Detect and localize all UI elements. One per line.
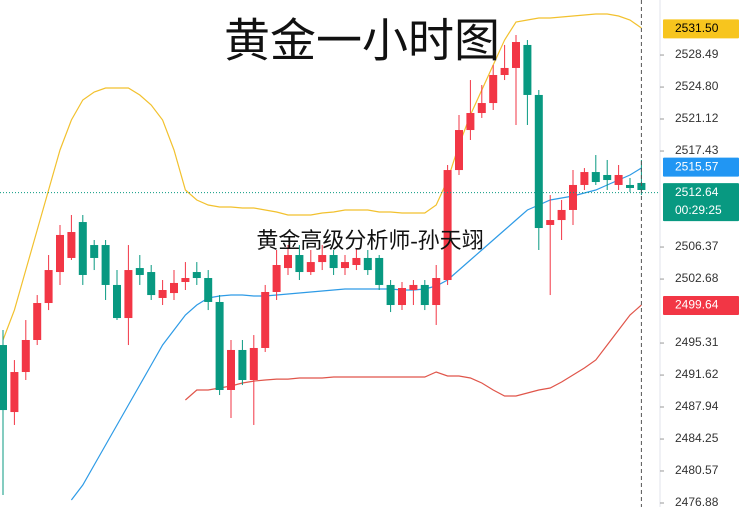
- candle-body: [204, 278, 213, 302]
- candle-body: [455, 130, 463, 171]
- candle-body: [227, 349, 235, 390]
- candle-body: [603, 174, 612, 181]
- candle-body: [261, 291, 270, 348]
- candle-body: [341, 262, 349, 269]
- candle-body: [534, 94, 543, 229]
- candle-body: [386, 284, 395, 306]
- candle-body: [318, 255, 327, 263]
- band-line: [70, 167, 642, 501]
- candle-body: [569, 184, 577, 210]
- candle-body: [284, 255, 292, 269]
- candle-body: [10, 372, 19, 413]
- candle-body: [306, 262, 315, 273]
- candle-body: [215, 301, 224, 390]
- price-label-box: [663, 295, 739, 315]
- y-tick-label: 2495.31: [675, 335, 719, 349]
- price-label: 2515.57: [675, 159, 719, 173]
- y-tick-label: 2487.94: [675, 399, 719, 413]
- price-label-box: [663, 183, 739, 222]
- candle-body: [409, 284, 418, 290]
- candle-body: [477, 103, 486, 114]
- candle-body: [78, 222, 87, 275]
- candle-body: [637, 182, 646, 191]
- candle-body: [363, 257, 372, 271]
- candle-body: [398, 288, 406, 306]
- y-tick-label: 2480.57: [675, 463, 719, 477]
- candle-body: [44, 270, 53, 304]
- candle-body: [124, 270, 133, 319]
- candle-body: [249, 347, 258, 381]
- candle-body: [580, 172, 589, 185]
- candle-body: [443, 170, 452, 281]
- y-tick-label: 2506.37: [675, 239, 719, 253]
- candle-body: [557, 209, 566, 221]
- candle-body: [626, 184, 634, 189]
- candle-body: [181, 278, 190, 283]
- price-label: 2512.64: [675, 185, 719, 199]
- candle-body: [238, 349, 247, 381]
- countdown-label: 00:29:25: [675, 203, 722, 217]
- band-line: [185, 304, 642, 401]
- price-label: 2499.64: [675, 298, 719, 312]
- candle-body: [432, 278, 441, 306]
- y-tick-label: 2491.62: [675, 367, 719, 381]
- y-tick-label: 2484.25: [675, 431, 719, 445]
- candle-body: [500, 67, 509, 75]
- candle-body: [147, 272, 156, 296]
- candle-body: [489, 74, 498, 104]
- candle-body: [192, 272, 201, 279]
- annotation: 黄金高级分析师-孙天翊: [256, 228, 483, 253]
- candle-body: [158, 289, 167, 298]
- candle-body: [113, 284, 121, 319]
- candle-body: [352, 257, 361, 266]
- y-tick-label: 2521.12: [675, 111, 719, 125]
- plot-area: [0, 13, 646, 501]
- y-tick-label: 2476.88: [675, 495, 719, 507]
- candle-body: [512, 42, 520, 68]
- price-label-box: [663, 19, 739, 39]
- candle-body: [0, 345, 7, 411]
- candle-body: [170, 282, 178, 294]
- candle-body: [295, 255, 304, 273]
- price-label-box: [663, 157, 739, 177]
- candle-body: [614, 174, 623, 185]
- candle-body: [420, 284, 429, 306]
- candle-body: [466, 113, 475, 131]
- candle-body: [33, 303, 42, 340]
- y-tick-label: 2524.80: [675, 79, 719, 93]
- y-tick-label: 2528.49: [675, 47, 719, 61]
- candle-body: [591, 172, 600, 183]
- candle-body: [546, 220, 555, 225]
- candle-body: [135, 268, 144, 275]
- candle-body: [523, 44, 532, 95]
- candle-body: [56, 234, 64, 273]
- band-line: [2, 13, 642, 341]
- price-label: 2531.50: [675, 21, 719, 35]
- candle-body: [329, 255, 338, 269]
- candle-body: [375, 257, 384, 285]
- y-tick-label: 2517.43: [675, 143, 719, 157]
- candle-body: [67, 232, 76, 258]
- candle-body: [272, 265, 281, 292]
- candle-body: [101, 245, 110, 285]
- candle-body: [21, 339, 30, 373]
- y-tick-label: 2502.68: [675, 271, 719, 285]
- chart-title: 黄金一小时图: [224, 16, 500, 67]
- candle-body: [90, 245, 99, 258]
